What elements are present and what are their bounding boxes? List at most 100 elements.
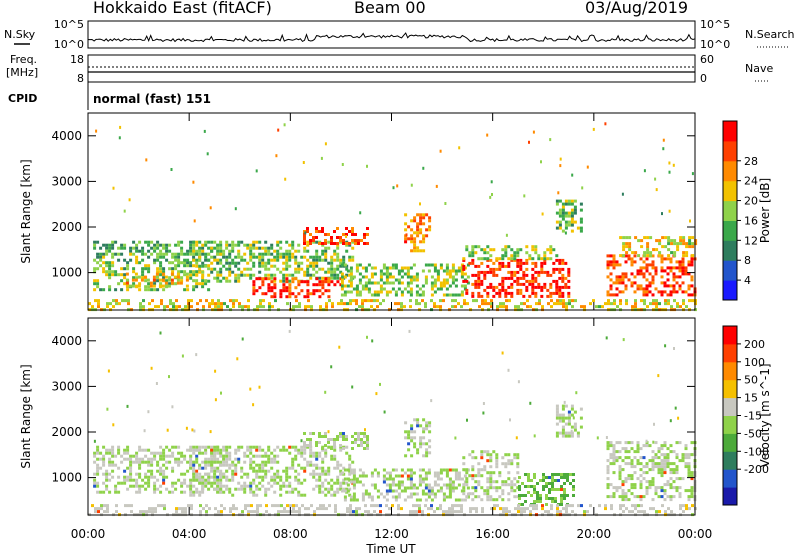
power-region-8 — [462, 258, 571, 298]
velocity-colorbar-tick-label: 15 — [744, 392, 758, 405]
date-title: 03/Aug/2019 — [585, 0, 689, 17]
x-tick-label: 12:00 — [374, 527, 409, 541]
velocity-region-2 — [303, 432, 369, 450]
nave-tick-high: 60 — [700, 53, 714, 66]
power-colorbar-tick-label: 24 — [744, 175, 758, 188]
power-region-13 — [88, 299, 697, 312]
power-colorbar-bin — [723, 140, 737, 162]
velocity-region-9 — [88, 504, 697, 517]
velocity-region-8 — [606, 441, 697, 502]
velocity-colorbar-tick-label: 50 — [744, 374, 758, 387]
power-region-2 — [125, 272, 189, 288]
velocity-region-4 — [404, 418, 432, 458]
cpid-label: CPID — [8, 92, 38, 105]
x-tick-label: 04:00 — [172, 527, 207, 541]
n-sky-label: N.Sky — [4, 28, 36, 41]
x-axis-label: Time UT — [365, 542, 416, 554]
velocity-colorbar-bin — [723, 343, 737, 363]
freq-label: Freq. — [10, 53, 37, 66]
velocity-ytick-label: 4000 — [51, 334, 82, 348]
velocity-region-7 — [555, 404, 583, 438]
velocity-colorbar-tick-label: 200 — [744, 338, 765, 351]
power-colorbar-bin — [723, 280, 737, 301]
power-colorbar-tick-label: 16 — [744, 214, 758, 227]
power-region-1 — [93, 240, 229, 262]
freq-panel-frame — [87, 54, 696, 83]
power-ytick-label: 2000 — [51, 220, 82, 234]
velocity-colorbar-bin — [723, 361, 737, 381]
power-colorbar-bin — [723, 260, 737, 281]
velocity-colorbar-bin — [723, 379, 737, 399]
power-region-11 — [606, 254, 697, 297]
noise-left-tick-low: 10^0 — [54, 38, 84, 51]
power-region-6 — [340, 263, 470, 297]
x-tick-label: 00:00 — [678, 527, 713, 541]
freq-tick-high: 18 — [70, 53, 84, 66]
power-region-4 — [252, 277, 343, 299]
velocity-colorbar-bin — [723, 397, 737, 416]
velocity-colorbar-tick-label: 100 — [744, 356, 765, 369]
freq-unit-label: [MHz] — [6, 66, 38, 79]
station-title: Hokkaido East (fitACF) — [93, 0, 272, 17]
noise-right-tick-high: 10^5 — [700, 18, 730, 31]
noise-sky-trace — [87, 32, 696, 44]
velocity-colorbar-bin — [723, 415, 737, 434]
x-tick-label: 00:00 — [71, 527, 106, 541]
velocity-region-1 — [189, 445, 355, 497]
noise-left-tick-high: 10^5 — [54, 18, 84, 31]
power-colorbar-bin — [723, 121, 737, 142]
velocity-region-5 — [462, 450, 520, 502]
power-colorbar-tick-label: 4 — [744, 274, 751, 287]
x-tick-label: 08:00 — [273, 527, 308, 541]
power-ytick-label: 3000 — [51, 174, 82, 188]
power-colorbar-tick-label: 20 — [744, 195, 758, 208]
velocity-ytick-label: 3000 — [51, 379, 82, 393]
noise-right-tick-low: 10^0 — [700, 38, 730, 51]
power-colorbar-bin — [723, 180, 737, 202]
power-region-7 — [404, 213, 432, 253]
velocity-colorbar-bin — [723, 469, 737, 488]
power-colorbar-tick-label: 12 — [744, 234, 758, 247]
freq-tick-low: 8 — [77, 72, 84, 85]
power-region-3 — [189, 240, 355, 283]
power-region-5 — [303, 227, 369, 245]
velocity-region-3 — [340, 468, 470, 502]
velocity-ylabel: Slant Range [km] — [19, 364, 33, 468]
velocity-colorbar-tick-label: -100 — [744, 445, 769, 458]
power-region-12 — [619, 236, 698, 258]
nave-tick-low: 0 — [700, 72, 707, 85]
velocity-colorbar-label: Velocity [m s^-1] — [758, 363, 772, 467]
velocity-colorbar-tick-label: -15 — [744, 410, 762, 423]
power-colorbar-frame — [722, 120, 738, 301]
power-colorbar-tick-label: 8 — [744, 254, 751, 267]
power-colorbar-bin — [723, 240, 737, 261]
velocity-ytick-label: 1000 — [51, 471, 82, 485]
power-region-10 — [555, 199, 583, 233]
velocity-region-6 — [518, 473, 575, 506]
velocity-region-0 — [93, 445, 229, 494]
power-ytick-label: 4000 — [51, 129, 82, 143]
velocity-colorbar-bin — [723, 326, 737, 345]
velocity-colorbar-bin — [723, 451, 737, 470]
power-colorbar-bin — [723, 160, 737, 182]
power-ylabel: Slant Range [km] — [19, 159, 33, 263]
velocity-colorbar-bin — [723, 487, 737, 506]
power-colorbar-bin — [723, 200, 737, 221]
heatmap-velocity — [88, 329, 697, 517]
nave-label: Nave — [745, 62, 773, 75]
beam-title: Beam 00 — [354, 0, 426, 17]
velocity-colorbar-bin — [723, 433, 737, 452]
power-scatter — [95, 122, 694, 238]
cpid-value: normal (fast) 151 — [93, 92, 211, 106]
velocity-colorbar-tick-label: -200 — [744, 463, 769, 476]
power-colorbar-tick-label: 28 — [744, 155, 758, 168]
x-tick-label: 16:00 — [475, 527, 510, 541]
power-colorbar-label: Power [dB] — [758, 178, 772, 243]
noise-panel-frame — [87, 20, 696, 49]
velocity-scatter — [93, 329, 680, 444]
velocity-ytick-label: 2000 — [51, 425, 82, 439]
power-region-9 — [462, 245, 559, 261]
power-ytick-label: 1000 — [51, 266, 82, 280]
power-colorbar-bin — [723, 220, 737, 241]
